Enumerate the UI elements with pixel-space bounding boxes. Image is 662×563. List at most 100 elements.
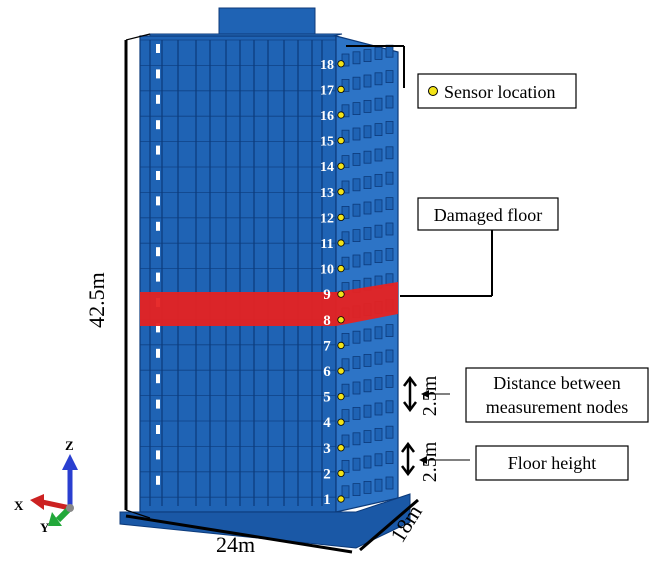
side-window [341, 434, 350, 448]
building-base [119, 493, 411, 549]
window-slit [156, 475, 160, 485]
axis-z-label: Z [65, 438, 74, 453]
side-window [341, 332, 350, 346]
side-window [363, 480, 372, 494]
floor-label-15: 15 [320, 135, 334, 150]
side-window [352, 203, 361, 217]
side-window [352, 483, 361, 497]
floor-label-12: 12 [320, 211, 334, 226]
floor-label-6: 6 [323, 364, 331, 380]
side-window [374, 199, 383, 213]
side-window [363, 328, 372, 342]
sensor-marker-13 [337, 188, 345, 196]
node-spacing-label: 2.5m [419, 375, 441, 416]
axis-x-label: X [14, 498, 24, 513]
floor-height-legend: Floor height [419, 445, 629, 481]
side-window [352, 254, 361, 268]
sensor-marker-14 [337, 162, 345, 170]
side-window [363, 379, 372, 393]
side-window [363, 176, 372, 190]
side-window [352, 330, 361, 344]
side-window [363, 49, 372, 62]
side-window [385, 425, 394, 439]
side-window [385, 146, 394, 160]
sensor-marker-8 [337, 316, 345, 324]
side-window [385, 95, 394, 109]
side-window [352, 76, 361, 90]
side-window [385, 476, 394, 490]
floor-label-17: 17 [320, 83, 334, 98]
side-window [352, 51, 361, 65]
floor-label-16: 16 [320, 109, 334, 124]
sensor-marker-15 [337, 137, 345, 145]
floor-label-4: 4 [323, 415, 331, 431]
side-window [341, 231, 350, 245]
side-window [352, 381, 361, 395]
floor-label-8: 8 [323, 313, 331, 329]
side-window [374, 173, 383, 187]
node-spacing-marker: 2.5m [403, 375, 441, 416]
side-window [374, 123, 383, 136]
side-window [341, 409, 350, 423]
side-window [352, 102, 361, 115]
side-window [352, 432, 361, 446]
sensor-marker-2 [337, 469, 345, 477]
side-window [352, 356, 361, 370]
axis-y-label: Y [40, 520, 50, 535]
side-window [363, 430, 372, 444]
side-window [341, 79, 350, 92]
sensor-legend: Sensor location [346, 45, 577, 109]
side-window [385, 349, 394, 363]
sensor-marker-3 [337, 444, 345, 452]
side-window [363, 353, 372, 367]
floor-label-10: 10 [320, 263, 334, 278]
side-window [341, 129, 350, 143]
side-window [374, 250, 383, 264]
damaged-legend-label: Damaged floor [434, 205, 542, 225]
sensor-legend-label: Sensor location [444, 82, 555, 102]
sensor-marker-12 [337, 213, 345, 221]
side-window [385, 400, 394, 414]
sensor-marker-6 [337, 367, 345, 375]
window-slit [156, 221, 160, 231]
floor-label-14: 14 [320, 160, 334, 175]
window-slit [156, 69, 160, 79]
side-window [352, 457, 361, 471]
floor-label-2: 2 [323, 466, 331, 482]
floor-label-3: 3 [323, 441, 331, 457]
floor-label-11: 11 [320, 237, 333, 252]
sensor-marker-11 [337, 239, 345, 247]
window-slit [156, 145, 160, 155]
window-slit [156, 399, 160, 409]
floor-label-9: 9 [323, 287, 331, 303]
side-window [374, 148, 383, 162]
side-window [385, 247, 394, 261]
floor-label-7: 7 [323, 338, 331, 354]
side-window [341, 155, 350, 169]
window-slit [156, 272, 160, 282]
sensor-marker-4 [337, 418, 345, 426]
side-window [385, 374, 394, 388]
side-window [363, 404, 372, 418]
window-slit [156, 44, 160, 53]
legend-sensor-dot [428, 86, 438, 96]
side-window [363, 125, 372, 139]
side-window [374, 453, 383, 467]
side-window [363, 74, 372, 88]
side-window [352, 229, 361, 243]
window-slit [156, 94, 160, 104]
side-window [385, 197, 394, 211]
side-window [374, 72, 383, 86]
side-window [374, 47, 383, 60]
side-window [385, 171, 394, 185]
floor-label-18: 18 [320, 58, 334, 73]
side-window [363, 455, 372, 469]
side-window [341, 104, 350, 118]
sensor-marker-1 [337, 495, 345, 503]
side-window [374, 377, 383, 391]
side-window [374, 351, 383, 365]
side-window [374, 326, 383, 340]
side-window [385, 324, 394, 338]
